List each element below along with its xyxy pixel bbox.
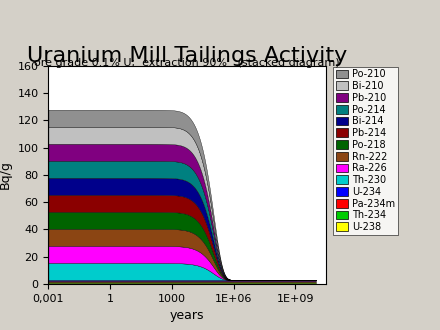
Title: Uranium Mill Tailings Activity: Uranium Mill Tailings Activity — [27, 46, 347, 66]
Legend: Po-210, Bi-210, Pb-210, Po-214, Bi-214, Pb-214, Po-218, Rn-222, Ra-226, Th-230, : Po-210, Bi-210, Pb-210, Po-214, Bi-214, … — [333, 67, 398, 235]
Y-axis label: Bq/g: Bq/g — [0, 160, 12, 189]
X-axis label: years: years — [170, 309, 204, 322]
Text: ore grade 0.1% U;  extraction 90%   (stacked diagram): ore grade 0.1% U; extraction 90% (stacke… — [34, 58, 340, 68]
